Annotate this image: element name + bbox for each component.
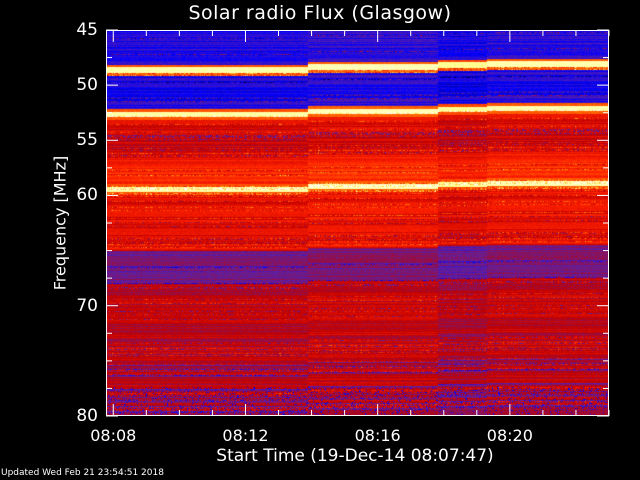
spectrogram-heatmap	[106, 30, 609, 416]
y-tick-label: 50	[76, 75, 98, 96]
chart-title: Solar radio Flux (Glasgow)	[188, 2, 452, 24]
y-tick-label: 60	[76, 185, 98, 206]
x-axis-label: Start Time (19-Dec-14 08:07:47)	[216, 446, 494, 466]
x-tick-label: 08:12	[222, 426, 269, 445]
y-tick-label: 70	[76, 295, 98, 316]
updated-timestamp: Updated Wed Feb 21 23:54:51 2018	[1, 468, 164, 478]
x-tick-label: 08:08	[90, 426, 137, 445]
x-tick-label: 08:16	[354, 426, 401, 445]
x-tick-label: 08:20	[486, 426, 533, 445]
y-axis-label: Frequency [MHz]	[50, 155, 70, 291]
y-tick-label: 55	[76, 130, 98, 151]
y-tick-label: 45	[76, 20, 98, 40]
y-tick-label: 80	[76, 406, 98, 426]
